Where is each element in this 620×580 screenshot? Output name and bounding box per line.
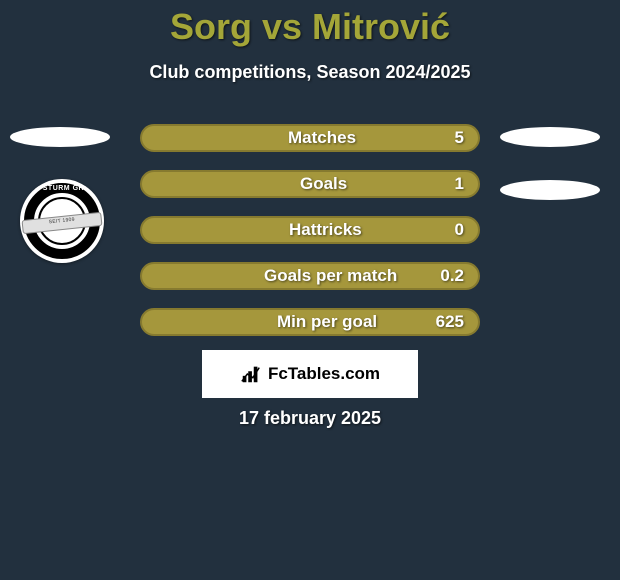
stat-bar: Min per goal 625 [140,308,480,336]
stat-bar-value: 625 [436,312,464,332]
date-line: 17 february 2025 [0,408,620,429]
attribution-text: FcTables.com [268,364,380,384]
decorative-ellipse [10,127,110,147]
club-badge-icon: SK STURM GRAZSEIT 1909 [20,179,104,263]
club-badge-arc-text: SK STURM GRAZ [20,185,104,192]
stat-bar-label: Matches [288,128,356,148]
decorative-ellipse [500,180,600,200]
stat-bar: Goals 1 [140,170,480,198]
stat-bar-value: 0 [455,220,464,240]
stat-bar: Matches 5 [140,124,480,152]
stat-bar-label: Min per goal [277,312,377,332]
bar-chart-icon [240,363,262,385]
attribution-box: FcTables.com [202,350,418,398]
stat-bar-value: 5 [455,128,464,148]
stat-bar: Hattricks 0 [140,216,480,244]
stat-bar-value: 1 [455,174,464,194]
stat-bar-label: Goals [300,174,347,194]
page-title: Sorg vs Mitrović [0,6,620,48]
stat-bar: Goals per match 0.2 [140,262,480,290]
stat-bar-label: Goals per match [264,266,397,286]
stat-bar-label: Hattricks [289,220,362,240]
stat-bar-value: 0.2 [440,266,464,286]
decorative-ellipse [500,127,600,147]
page-subtitle: Club competitions, Season 2024/2025 [0,62,620,83]
